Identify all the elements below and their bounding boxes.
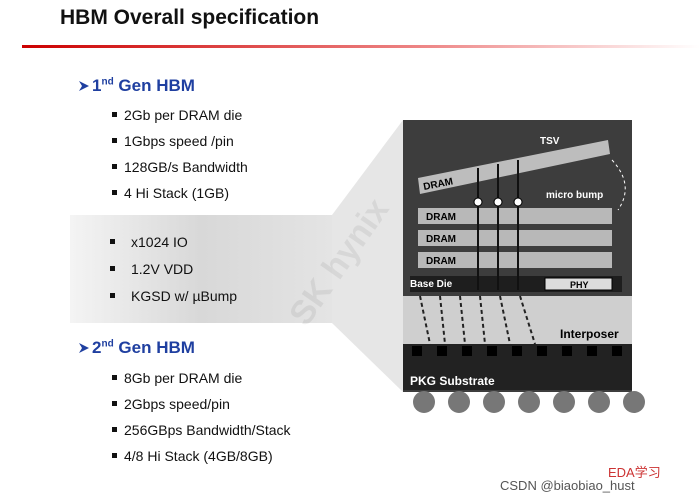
arrow-icon: [79, 81, 89, 91]
heading-ordinal: 2: [92, 338, 102, 357]
heading-name: Gen HBM: [118, 76, 195, 95]
heading-name: Gen HBM: [118, 338, 195, 357]
bullet: 4 Hi Stack (1GB): [112, 185, 229, 201]
channel-watermark: EDA学习: [608, 465, 661, 480]
section-heading: 1nd Gen HBM: [78, 76, 195, 96]
hbm-diagram: TSV DRAM micro bump DRAM DRAM DRAM Base …: [403, 120, 645, 413]
slide-title: HBM Overall specification: [60, 6, 320, 29]
label-micro-bump: micro bump: [546, 190, 603, 201]
label-base-die: Base Die: [410, 279, 453, 290]
feature: 1.2V VDD: [110, 261, 193, 277]
label-dram: DRAM: [426, 234, 456, 245]
label-substrate: PKG Substrate: [410, 374, 495, 388]
label-interposer: Interposer: [560, 327, 619, 341]
arrow-icon: [79, 343, 89, 353]
label-dram: DRAM: [426, 212, 456, 223]
zoom-fan: [332, 120, 403, 392]
bullet: 128GB/s Bandwidth: [112, 159, 248, 175]
bullet: 256GBps Bandwidth/Stack: [112, 422, 291, 438]
heading-ordinal: 1: [92, 76, 102, 95]
feature: x1024 IO: [110, 234, 188, 250]
title-rule: [22, 45, 700, 48]
feature: KGSD w/ µBump: [110, 288, 237, 304]
heading-suffix: nd: [101, 76, 114, 88]
credit-watermark: CSDN @biaobiao_hust: [500, 478, 635, 493]
bullet: 2Gbps speed/pin: [112, 396, 230, 412]
label-dram: DRAM: [426, 256, 456, 267]
section-heading: 2nd Gen HBM: [78, 338, 195, 358]
bullet: 2Gb per DRAM die: [112, 107, 242, 123]
bullet: 4/8 Hi Stack (4GB/8GB): [112, 448, 273, 464]
label-phy: PHY: [570, 280, 589, 290]
label-tsv: TSV: [540, 136, 560, 147]
bullet: 1Gbps speed /pin: [112, 133, 234, 149]
bullet: 8Gb per DRAM die: [112, 370, 242, 386]
heading-suffix: nd: [101, 338, 114, 350]
